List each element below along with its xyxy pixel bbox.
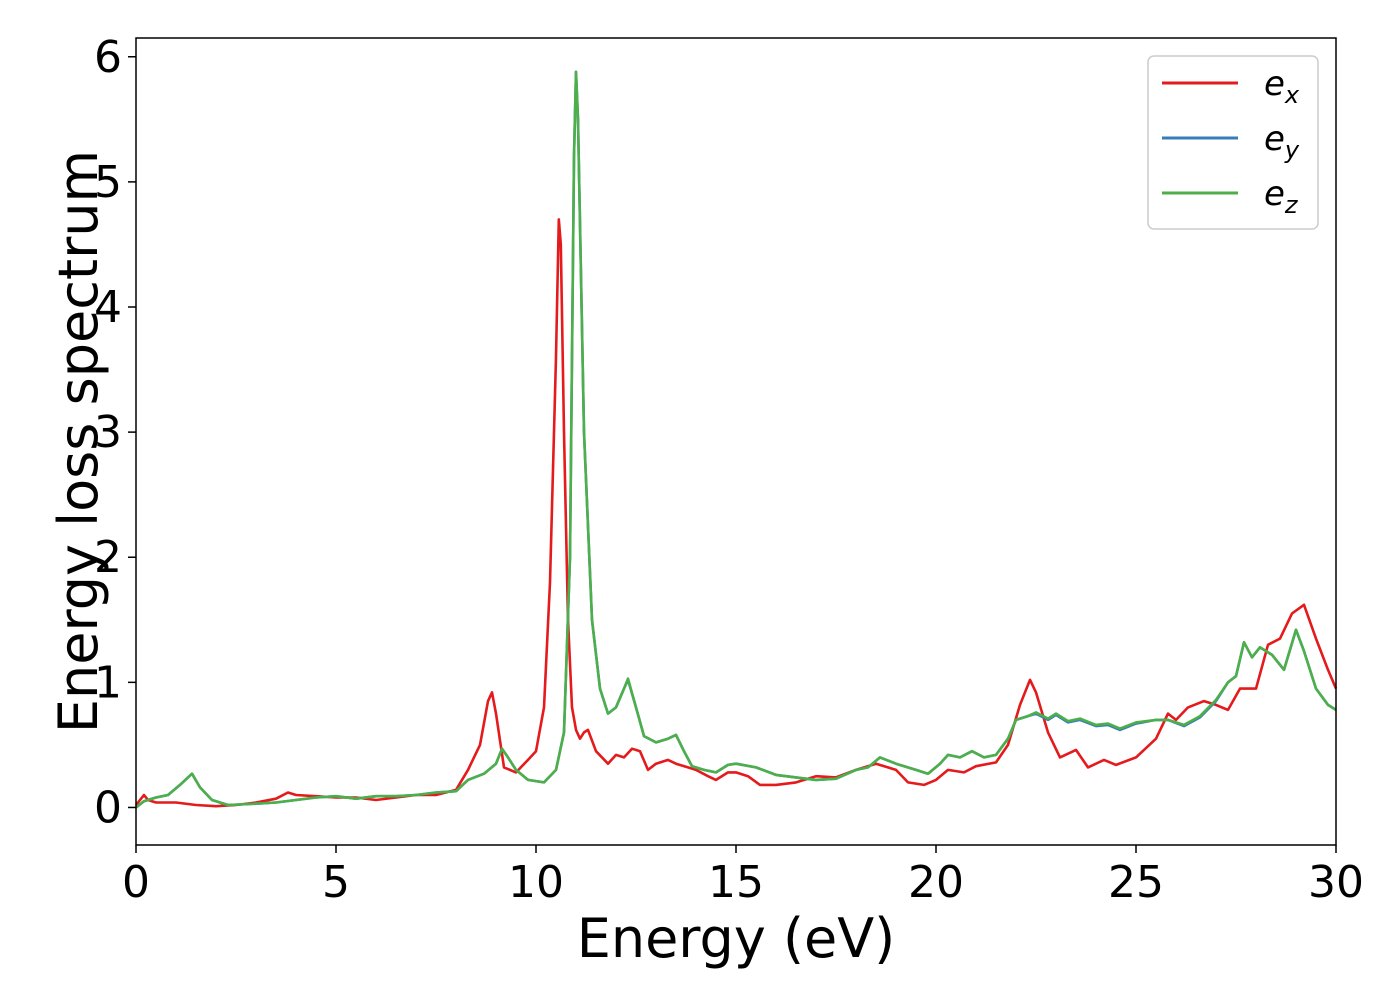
x-tick-label: 0 (122, 857, 150, 908)
x-tick-label: 10 (508, 857, 564, 908)
y-axis-label: Energy loss spectrum (47, 150, 110, 733)
y-tick-label: 2 (94, 532, 122, 583)
series-layer (134, 70, 1338, 809)
x-axis-label: Energy (eV) (577, 907, 896, 970)
y-tick-label: 3 (94, 407, 122, 458)
y-tick-label: 0 (94, 782, 122, 833)
x-axis-ticks: 0 5 10 15 20 25 30 (122, 845, 1364, 908)
x-tick-label: 15 (708, 857, 764, 908)
y-axis-ticks: 0 1 2 3 4 5 6 (94, 32, 136, 833)
y-tick-label: 4 (94, 282, 122, 333)
series-line-x (134, 218, 1338, 808)
x-tick-label: 5 (322, 857, 350, 908)
legend: ex ey ez (1147, 55, 1319, 230)
y-tick-label: 5 (94, 157, 122, 208)
y-tick-label: 6 (94, 32, 122, 83)
x-tick-label: 25 (1108, 857, 1164, 908)
y-tick-label: 1 (94, 657, 122, 708)
x-tick-label: 30 (1308, 857, 1364, 908)
x-tick-label: 20 (908, 857, 964, 908)
legend-label-y: ey (1264, 119, 1300, 164)
series-line-z (135, 70, 1337, 809)
legend-box (1147, 55, 1319, 230)
legend-label-x: ex (1264, 64, 1300, 109)
plot-frame (135, 37, 1337, 846)
legend-label-z: ez (1264, 174, 1299, 219)
